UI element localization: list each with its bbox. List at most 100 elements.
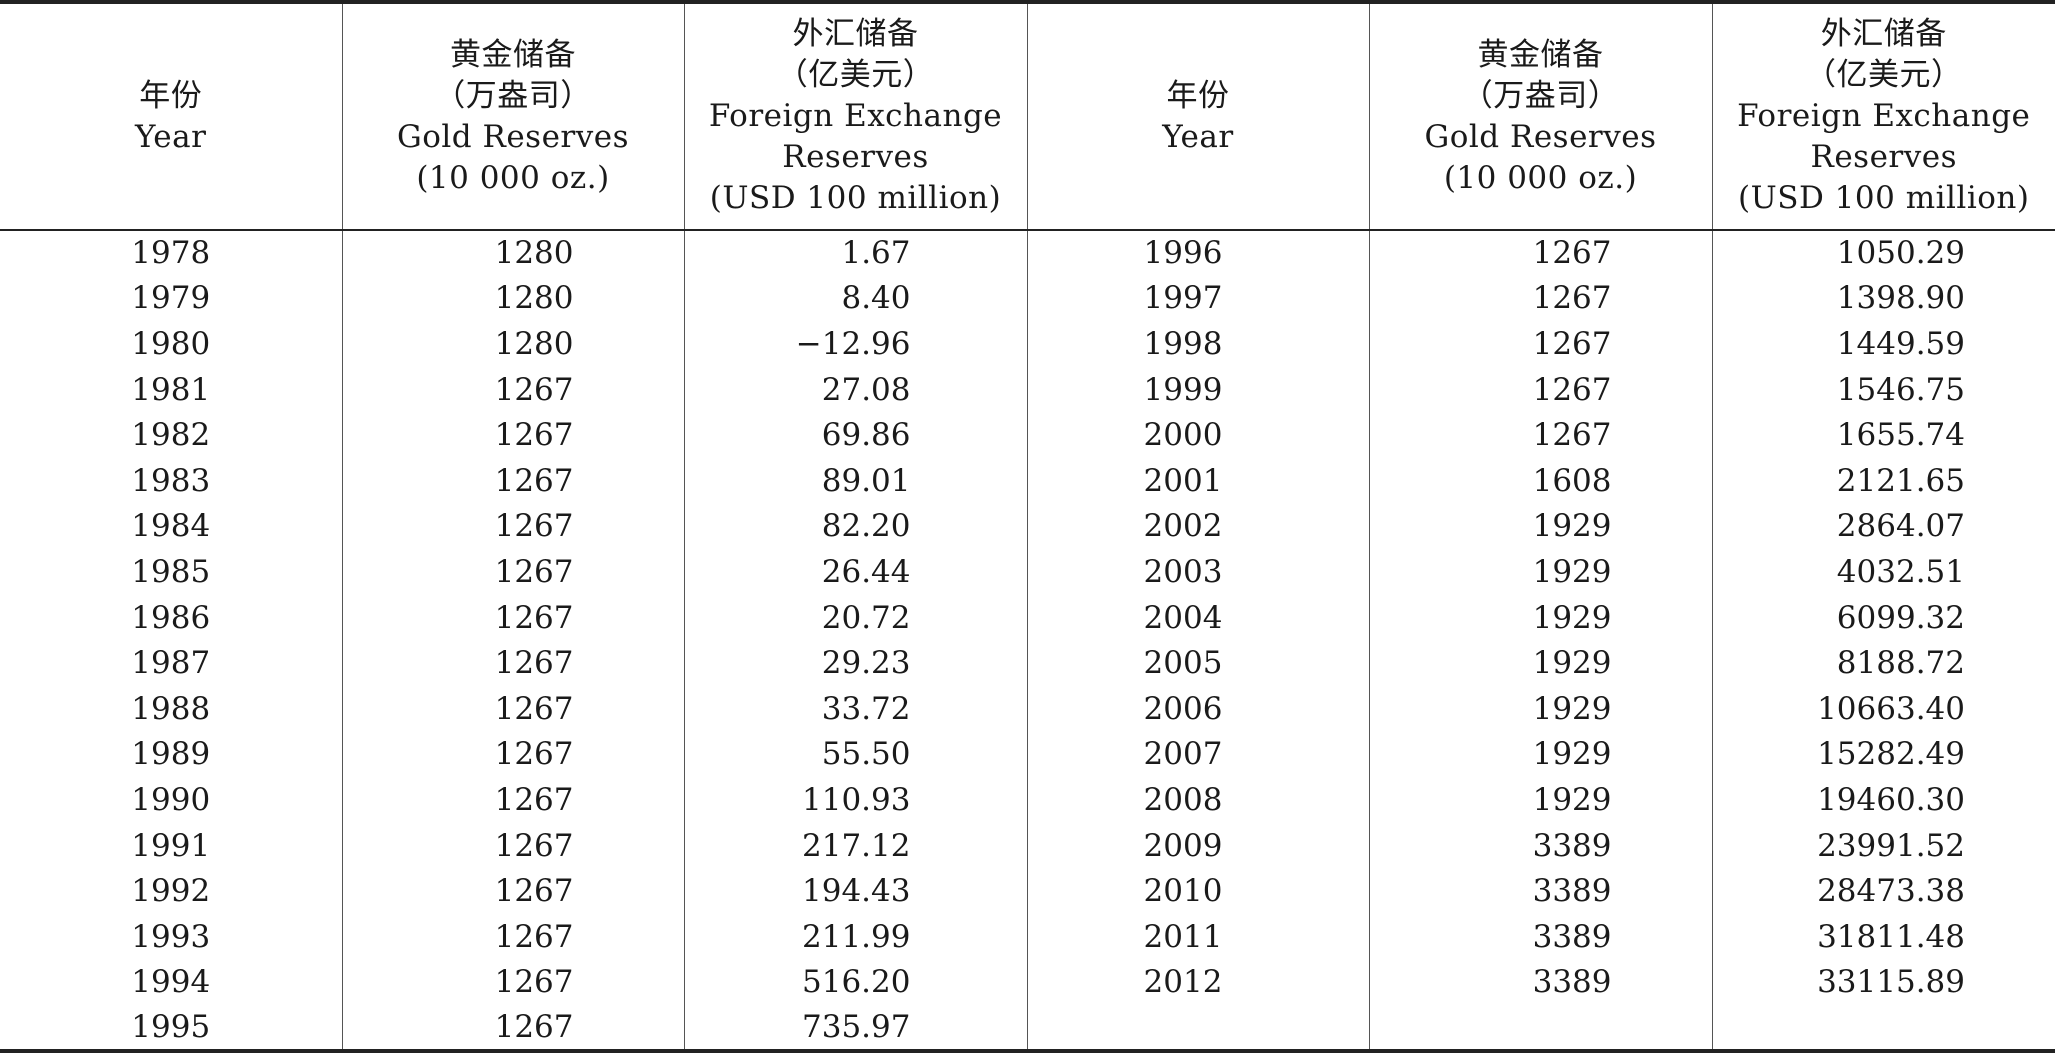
table-row: 1994 1267 516.20 2012 3389 33115.89 [0, 959, 2055, 1006]
cell-gold-left: 1267 [341, 640, 685, 686]
cell-year-left: 1983 [0, 457, 343, 504]
cell-gold-right [1368, 1005, 1713, 1053]
header-fx-unit-en: (USD 100 million) [709, 180, 1002, 216]
header-year-left: 年份 Year [0, 0, 343, 231]
cell-year-right: 2006 [1026, 685, 1370, 732]
cell-year-right [1026, 1005, 1370, 1053]
cell-gold-left: 1267 [341, 503, 685, 550]
header-gold-unit-en: (10 000 oz.) [416, 159, 610, 196]
table-row: 1979 1280 8.40 1997 1267 1398.90 [0, 275, 2055, 322]
cell-fx-right: 8188.72 [1711, 640, 2055, 686]
table-row: 1990 1267 110.93 2008 1929 19460.30 [0, 777, 2055, 823]
cell-gold-left: 1267 [341, 913, 685, 960]
header-fx-unit-en: (USD 100 million) [1738, 180, 2030, 216]
cell-fx-left: 69.86 [683, 412, 1028, 458]
cell-gold-right: 1929 [1368, 731, 1713, 778]
cell-year-right: 2007 [1026, 731, 1370, 778]
cell-year-left: 1982 [0, 412, 343, 458]
cell-gold-left: 1267 [341, 412, 685, 458]
table-body: 1978 1280 1.67 1996 1267 1050.29 1979 1280 8.40 1… [0, 230, 2055, 1053]
cell-gold-right: 3389 [1368, 959, 1713, 1006]
cell-fx-left: 82.20 [683, 503, 1028, 550]
cell-fx-left: 110.93 [683, 777, 1028, 823]
cell-fx-right: 1655.74 [1711, 412, 2055, 458]
table-row: 1985 1267 26.44 2003 1929 4032.51 [0, 549, 2055, 595]
cell-gold-left: 1280 [341, 275, 685, 322]
header-year-en: Year [135, 118, 207, 155]
cell-gold-right: 1267 [1368, 321, 1713, 367]
cell-fx-right: 2864.07 [1711, 503, 2055, 550]
cell-gold-right: 1267 [1368, 230, 1713, 276]
cell-fx-right: 1449.59 [1711, 321, 2055, 367]
cell-year-right: 2004 [1026, 594, 1370, 641]
cell-gold-right: 1929 [1368, 685, 1713, 732]
header-gold-right: 黄金储备 （万盎司） Gold Reserves (10 000 oz.) [1368, 0, 1713, 231]
cell-gold-left: 1267 [341, 959, 685, 1006]
cell-year-right: 2008 [1026, 777, 1370, 823]
cell-fx-left: 55.50 [683, 731, 1028, 778]
header-fx-zh: 外汇储备 [1820, 16, 1947, 52]
cell-gold-left: 1267 [341, 777, 685, 823]
cell-fx-left: 516.20 [683, 959, 1028, 1006]
table-row: 1984 1267 82.20 2002 1929 2864.07 [0, 503, 2055, 550]
cell-gold-right: 1929 [1368, 640, 1713, 686]
cell-gold-left: 1267 [341, 457, 685, 504]
cell-year-right: 2005 [1026, 640, 1370, 686]
cell-year-left: 1990 [0, 777, 343, 823]
header-gold-left: 黄金储备 （万盎司） Gold Reserves (10 000 oz.) [341, 0, 685, 231]
header-fx-en2: Reserves [1810, 139, 1958, 175]
header-row: 年份 Year 黄金储备 （万盎司） Gold Reserves (10 000… [0, 0, 2055, 231]
cell-fx-right: 6099.32 [1711, 594, 2055, 641]
cell-year-left: 1980 [0, 321, 343, 367]
table-row: 1987 1267 29.23 2005 1929 8188.72 [0, 640, 2055, 686]
table-header: 年份 Year 黄金储备 （万盎司） Gold Reserves (10 000… [0, 0, 2055, 231]
cell-gold-left: 1267 [341, 594, 685, 641]
cell-year-right: 1997 [1026, 275, 1370, 322]
cell-year-right: 2002 [1026, 503, 1370, 550]
cell-fx-left: 29.23 [683, 640, 1028, 686]
cell-gold-right: 1267 [1368, 412, 1713, 458]
cell-year-right: 2011 [1026, 913, 1370, 960]
cell-fx-left: 1.67 [683, 230, 1028, 276]
cell-gold-right: 1267 [1368, 366, 1713, 413]
cell-gold-left: 1267 [341, 549, 685, 595]
cell-gold-right: 1608 [1368, 457, 1713, 504]
cell-fx-right: 1546.75 [1711, 366, 2055, 413]
header-gold-unit-zh: （万盎司） [434, 77, 592, 114]
table-row: 1981 1267 27.08 1999 1267 1546.75 [0, 366, 2055, 413]
header-gold-unit-en: (10 000 oz.) [1443, 159, 1638, 196]
cell-year-left: 1985 [0, 549, 343, 595]
cell-fx-left: 211.99 [683, 913, 1028, 960]
cell-fx-left: 8.40 [683, 275, 1028, 322]
cell-year-right: 2003 [1026, 549, 1370, 595]
table-row: 1989 1267 55.50 2007 1929 15282.49 [0, 731, 2055, 778]
cell-fx-left: 194.43 [683, 868, 1028, 914]
header-fx-right: 外汇储备 （亿美元） Foreign Exchange Reserves (US… [1711, 0, 2055, 231]
cell-year-right: 1999 [1026, 366, 1370, 413]
cell-fx-right: 31811.48 [1711, 913, 2055, 960]
cell-gold-right: 1929 [1368, 777, 1713, 823]
header-fx-en1: Foreign Exchange [1737, 98, 2031, 134]
table-row: 1982 1267 69.86 2000 1267 1655.74 [0, 412, 2055, 458]
cell-gold-left: 1267 [341, 731, 685, 778]
cell-gold-left: 1280 [341, 321, 685, 367]
cell-fx-right: 15282.49 [1711, 731, 2055, 778]
cell-fx-left: −12.96 [683, 321, 1028, 367]
cell-gold-right: 3389 [1368, 822, 1713, 869]
cell-year-left: 1994 [0, 959, 343, 1006]
table-row: 1978 1280 1.67 1996 1267 1050.29 [0, 230, 2055, 276]
header-fx-en2: Reserves [782, 139, 929, 175]
table-row: 1986 1267 20.72 2004 1929 6099.32 [0, 594, 2055, 641]
cell-year-left: 1978 [0, 230, 343, 276]
header-gold-zh: 黄金储备 [450, 36, 576, 73]
header-gold-en: Gold Reserves [1424, 118, 1657, 155]
table-row: 1995 1267 735.97 [0, 1005, 2055, 1053]
cell-year-left: 1986 [0, 594, 343, 641]
cell-year-right: 2012 [1026, 959, 1370, 1006]
table-row: 1980 1280 −12.96 1998 1267 1449.59 [0, 321, 2055, 367]
cell-year-left: 1987 [0, 640, 343, 686]
cell-fx-right: 2121.65 [1711, 457, 2055, 504]
cell-fx-right [1711, 1005, 2055, 1053]
cell-fx-right: 33115.89 [1711, 959, 2055, 1006]
